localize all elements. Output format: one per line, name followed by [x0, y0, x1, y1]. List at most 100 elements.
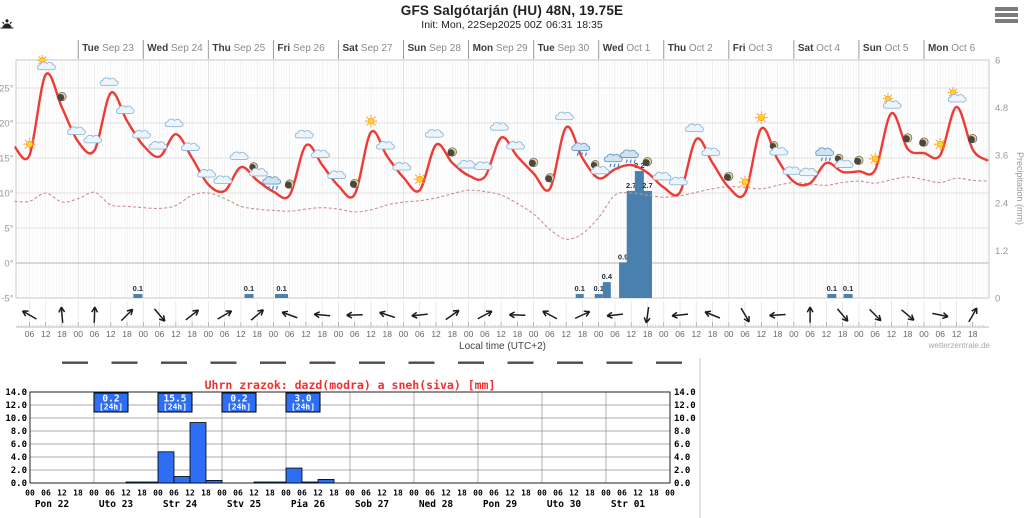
svg-text:06: 06 [350, 329, 360, 339]
precipitation-bars [125, 422, 335, 484]
svg-text:1.2: 1.2 [995, 246, 1008, 257]
svg-text:-5°: -5° [1, 294, 13, 305]
svg-text:00: 00 [665, 489, 675, 498]
wind-arrows [21, 301, 978, 326]
svg-text:18: 18 [838, 329, 848, 339]
svg-text:5°: 5° [4, 224, 13, 235]
svg-text:Wed Oct 1: Wed Oct 1 [603, 43, 651, 54]
svg-text:18: 18 [643, 329, 653, 339]
svg-text:18: 18 [383, 329, 393, 339]
hamburger-menu-icon[interactable] [995, 7, 1018, 25]
svg-text:12: 12 [366, 329, 376, 339]
svg-text:00: 00 [409, 489, 419, 498]
svg-text:00: 00 [89, 489, 99, 498]
svg-text:06: 06 [105, 489, 115, 498]
svg-text:18: 18 [137, 489, 147, 498]
svg-text:00: 00 [854, 329, 864, 339]
svg-text:[24h]: [24h] [227, 403, 251, 412]
svg-text:06: 06 [553, 489, 563, 498]
chart-header: GFS Salgótarján (HU) 48N, 19.75E Init: M… [0, 3, 1024, 31]
svg-text:6.0: 6.0 [674, 440, 690, 450]
svg-text:18: 18 [73, 489, 83, 498]
svg-text:00: 00 [919, 329, 929, 339]
svg-text:12: 12 [377, 489, 387, 498]
svg-text:8.0: 8.0 [674, 427, 690, 437]
sunrise-time: 06:31 [546, 19, 573, 31]
svg-text:00: 00 [204, 329, 214, 339]
svg-text:00: 00 [724, 329, 734, 339]
svg-text:12: 12 [249, 489, 259, 498]
svg-text:06: 06 [740, 329, 750, 339]
svg-text:06: 06 [41, 489, 51, 498]
svg-text:6.0: 6.0 [11, 440, 27, 450]
meteogram-chart: Tue Sep 23 Wed Sep 24 Thu Sep 25 Fri Sep 26… [0, 40, 1024, 352]
svg-text:06: 06 [545, 329, 555, 339]
svg-text:00: 00 [334, 329, 344, 339]
svg-text:06: 06 [285, 329, 295, 339]
svg-text:00: 00 [659, 329, 669, 339]
dew-point-curve [14, 176, 989, 240]
svg-text:Tue Sep 23: Tue Sep 23 [82, 43, 134, 54]
svg-text:Uhrn zrazok: dazd(modra) a sne: Uhrn zrazok: dazd(modra) a sneh(siva) [m… [205, 378, 496, 392]
svg-text:06: 06 [805, 329, 815, 339]
svg-text:12: 12 [57, 489, 67, 498]
svg-text:00: 00 [269, 329, 279, 339]
svg-text:0.1: 0.1 [133, 284, 143, 293]
svg-text:06: 06 [935, 329, 945, 339]
svg-text:6: 6 [995, 56, 1000, 67]
svg-text:14.0: 14.0 [5, 388, 27, 398]
svg-text:0: 0 [995, 294, 1000, 305]
svg-text:0.1: 0.1 [593, 284, 603, 293]
svg-text:18: 18 [578, 329, 588, 339]
svg-text:12: 12 [496, 329, 506, 339]
svg-text:3.0: 3.0 [294, 394, 311, 405]
svg-text:06: 06 [233, 489, 243, 498]
svg-text:20°: 20° [0, 119, 14, 130]
svg-text:Mon Sep 29: Mon Sep 29 [473, 43, 528, 54]
svg-text:18: 18 [265, 489, 275, 498]
svg-text:12: 12 [626, 329, 636, 339]
svg-text:0.9: 0.9 [618, 252, 628, 261]
svg-text:Fri Sep 26: Fri Sep 26 [277, 43, 325, 54]
svg-text:Thu Oct 2: Thu Oct 2 [668, 43, 713, 54]
svg-text:Pon 29: Pon 29 [483, 499, 518, 510]
y-axis-labels: 14.0 14.0 12.0 12.0 10.0 10.0 8.0 8.0 6.0 6.0 4.0 4… [5, 388, 695, 489]
svg-text:00: 00 [789, 329, 799, 339]
svg-text:0.1: 0.1 [244, 284, 254, 293]
svg-text:00: 00 [473, 489, 483, 498]
svg-text:Tue Sep 30: Tue Sep 30 [538, 43, 590, 54]
svg-text:Fri Oct 3: Fri Oct 3 [733, 43, 773, 54]
svg-text:Sob 27: Sob 27 [355, 499, 389, 510]
weather-icons [23, 54, 978, 190]
svg-text:0.4: 0.4 [602, 272, 613, 281]
svg-text:0°: 0° [4, 259, 13, 270]
svg-text:18: 18 [57, 329, 67, 339]
precipitation-bars: 0.1 0.1 0.1 0.1 0.1 0.4 0.9 2.7 3.2 2.7 0.1 0.1 [133, 161, 853, 298]
svg-text:10°: 10° [0, 189, 14, 200]
svg-text:18: 18 [513, 329, 523, 339]
svg-text:2.0: 2.0 [674, 466, 690, 476]
svg-text:Sun Sep 28: Sun Sep 28 [408, 43, 462, 54]
svg-text:06: 06 [361, 489, 371, 498]
svg-text:12: 12 [757, 329, 767, 339]
svg-text:18: 18 [968, 329, 978, 339]
page-title: GFS Salgótarján (HU) 48N, 19.75E [400, 3, 624, 18]
svg-text:0.2: 0.2 [102, 394, 119, 405]
svg-text:18: 18 [317, 329, 327, 339]
precipitation-sum-chart: Uhrn zrazok: dazd(modra) a sneh(siva) [m… [5, 358, 701, 518]
svg-text:12: 12 [822, 329, 832, 339]
svg-text:Pia 26: Pia 26 [291, 499, 326, 510]
svg-text:[24h]: [24h] [291, 403, 315, 412]
svg-text:18: 18 [708, 329, 718, 339]
svg-text:18: 18 [773, 329, 783, 339]
svg-text:06: 06 [489, 489, 499, 498]
svg-text:0.1: 0.1 [843, 284, 853, 293]
svg-text:06: 06 [220, 329, 230, 339]
svg-text:Ned 28: Ned 28 [419, 499, 454, 510]
svg-text:00: 00 [464, 329, 474, 339]
svg-text:Uto 23: Uto 23 [99, 499, 134, 510]
svg-text:10.0: 10.0 [674, 414, 696, 424]
svg-text:00: 00 [529, 329, 539, 339]
